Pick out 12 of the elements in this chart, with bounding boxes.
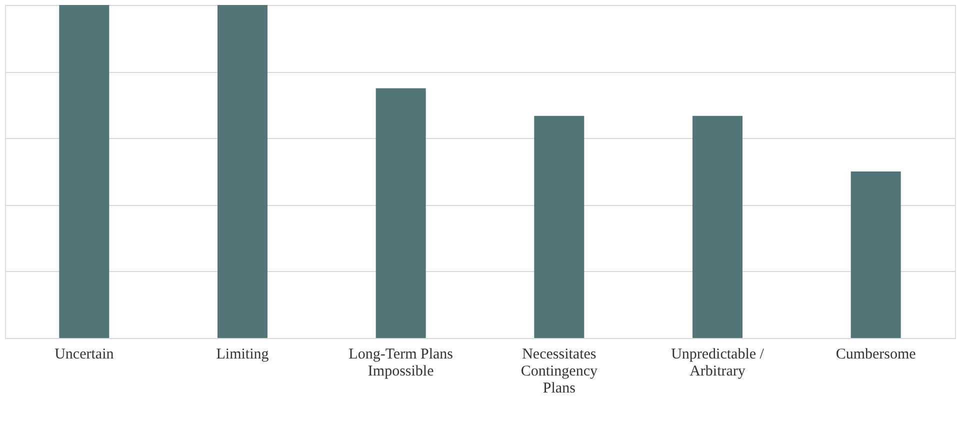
bar bbox=[692, 116, 742, 338]
bar bbox=[534, 116, 584, 338]
x-tick-label: Unpredictable / Arbitrary bbox=[671, 346, 765, 380]
bar bbox=[59, 5, 110, 338]
bar bbox=[850, 172, 901, 338]
x-tick-label: Limiting bbox=[216, 346, 270, 362]
x-tick-label: Uncertain bbox=[54, 346, 114, 362]
bar bbox=[218, 5, 268, 338]
x-tick-label: Long-Term Plans Impossible bbox=[348, 346, 454, 380]
x-tick-label: Cumbersome bbox=[836, 346, 916, 362]
x-tick-label: Necessitates Contingency Plans bbox=[520, 346, 598, 396]
bar bbox=[376, 88, 426, 338]
